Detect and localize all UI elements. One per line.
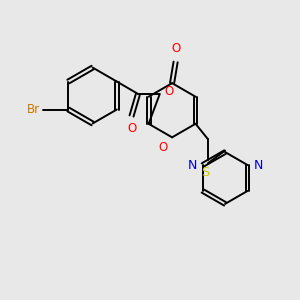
Text: O: O bbox=[158, 141, 168, 154]
Text: N: N bbox=[188, 158, 197, 172]
Text: Br: Br bbox=[27, 103, 40, 116]
Text: O: O bbox=[164, 85, 174, 98]
Text: S: S bbox=[201, 166, 210, 178]
Text: O: O bbox=[127, 122, 136, 136]
Text: N: N bbox=[254, 158, 263, 172]
Text: O: O bbox=[171, 43, 180, 56]
